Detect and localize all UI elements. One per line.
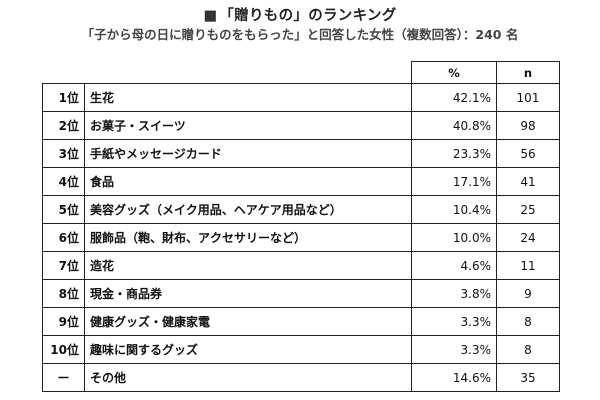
table-row: 4位 食品 17.1% 41 bbox=[42, 167, 560, 196]
rank-cell: 8位 bbox=[42, 279, 85, 308]
rank-cell: 7位 bbox=[42, 251, 85, 280]
rank-cell: 10位 bbox=[42, 335, 85, 364]
item-cell: 美容グッズ（メイク用品、ヘアケア用品など） bbox=[84, 195, 412, 224]
item-cell: 手紙やメッセージカード bbox=[84, 139, 412, 168]
table-row: 8位 現金・商品券 3.8% 9 bbox=[42, 279, 560, 308]
ranking-table: % n 1位 生花 42.1% 101 2位 お菓子・スイーツ 40.8% 98… bbox=[42, 61, 560, 392]
n-cell: 9 bbox=[496, 279, 560, 308]
item-cell: 健康グッズ・健康家電 bbox=[84, 307, 412, 336]
rank-cell: 9位 bbox=[42, 307, 85, 336]
item-cell: 食品 bbox=[84, 167, 412, 196]
rank-cell: ー bbox=[42, 363, 85, 392]
pct-cell: 3.8% bbox=[411, 279, 497, 308]
pct-cell: 42.1% bbox=[411, 83, 497, 112]
rank-cell: 5位 bbox=[42, 195, 85, 224]
rank-cell: 2位 bbox=[42, 111, 85, 140]
page-title: ■ 「贈りもの」のランキング bbox=[0, 4, 600, 25]
n-cell: 35 bbox=[496, 363, 560, 392]
n-cell: 24 bbox=[496, 223, 560, 252]
table-row: 2位 お菓子・スイーツ 40.8% 98 bbox=[42, 111, 560, 140]
pct-cell: 17.1% bbox=[411, 167, 497, 196]
table-row: ー その他 14.6% 35 bbox=[42, 363, 560, 392]
rank-cell: 3位 bbox=[42, 139, 85, 168]
header-blank-cell bbox=[42, 61, 412, 84]
item-cell: その他 bbox=[84, 363, 412, 392]
n-cell: 8 bbox=[496, 335, 560, 364]
header-pct: % bbox=[411, 61, 497, 84]
item-cell: 造花 bbox=[84, 251, 412, 280]
item-cell: 生花 bbox=[84, 83, 412, 112]
pct-cell: 40.8% bbox=[411, 111, 497, 140]
title-marker: ■ bbox=[203, 8, 218, 24]
rank-cell: 4位 bbox=[42, 167, 85, 196]
page-subtitle: 「子から母の日に贈りものをもらった」と回答した女性（複数回答）：240 名 bbox=[81, 27, 519, 42]
n-cell: 101 bbox=[496, 83, 560, 112]
table-row: 6位 服飾品（鞄、財布、アクセサリーなど） 10.0% 24 bbox=[42, 223, 560, 252]
item-cell: 服飾品（鞄、財布、アクセサリーなど） bbox=[84, 223, 412, 252]
item-cell: 趣味に関するグッズ bbox=[84, 335, 412, 364]
table-row: 9位 健康グッズ・健康家電 3.3% 8 bbox=[42, 307, 560, 336]
table-row: 3位 手紙やメッセージカード 23.3% 56 bbox=[42, 139, 560, 168]
pct-cell: 4.6% bbox=[411, 251, 497, 280]
rank-cell: 6位 bbox=[42, 223, 85, 252]
n-cell: 41 bbox=[496, 167, 560, 196]
n-cell: 8 bbox=[496, 307, 560, 336]
title-text: 「贈りもの」のランキング bbox=[219, 8, 397, 24]
n-cell: 11 bbox=[496, 251, 560, 280]
n-cell: 98 bbox=[496, 111, 560, 140]
pct-cell: 10.4% bbox=[411, 195, 497, 224]
pct-cell: 10.0% bbox=[411, 223, 497, 252]
table-row: 10位 趣味に関するグッズ 3.3% 8 bbox=[42, 335, 560, 364]
n-cell: 25 bbox=[496, 195, 560, 224]
rank-cell: 1位 bbox=[42, 83, 85, 112]
n-cell: 56 bbox=[496, 139, 560, 168]
item-cell: お菓子・スイーツ bbox=[84, 111, 412, 140]
table-header-row: % n bbox=[42, 61, 560, 84]
pct-cell: 3.3% bbox=[411, 335, 497, 364]
pct-cell: 3.3% bbox=[411, 307, 497, 336]
item-cell: 現金・商品券 bbox=[84, 279, 412, 308]
table-row: 5位 美容グッズ（メイク用品、ヘアケア用品など） 10.4% 25 bbox=[42, 195, 560, 224]
pct-cell: 14.6% bbox=[411, 363, 497, 392]
table-row: 1位 生花 42.1% 101 bbox=[42, 83, 560, 112]
header-n: n bbox=[496, 61, 560, 84]
pct-cell: 23.3% bbox=[411, 139, 497, 168]
table-row: 7位 造花 4.6% 11 bbox=[42, 251, 560, 280]
